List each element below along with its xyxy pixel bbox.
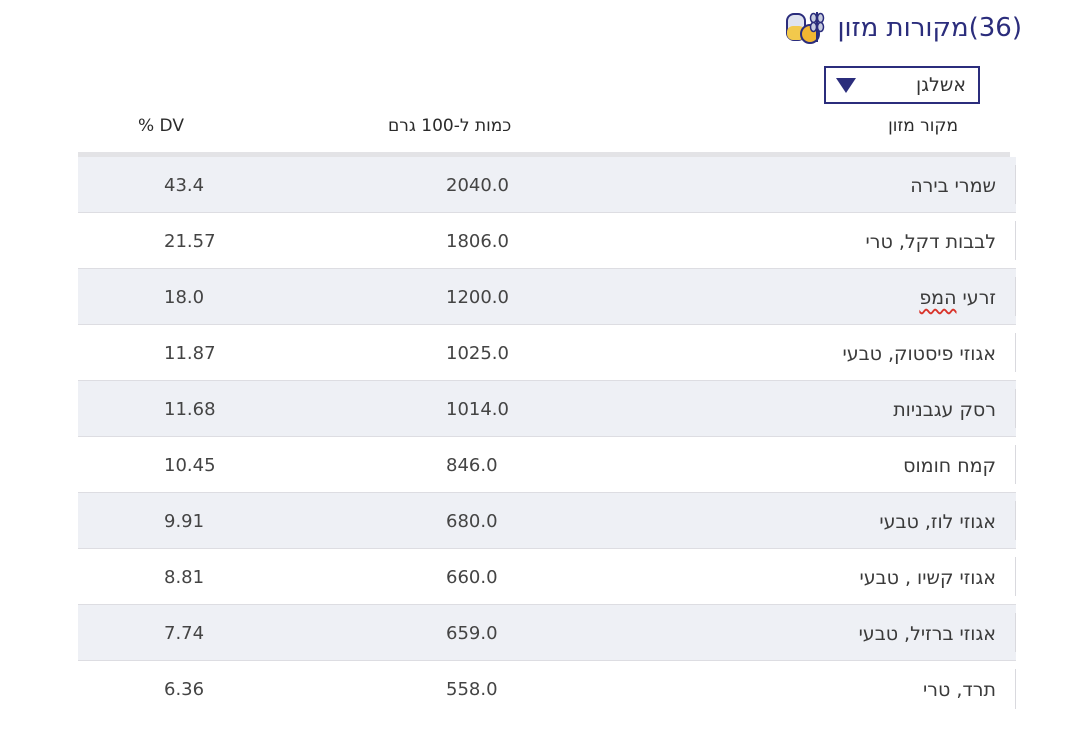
cell-dv: 9.91 [164, 511, 205, 532]
row-edge [1015, 501, 1016, 540]
cell-amount: 659.0 [446, 623, 498, 644]
column-header-source[interactable]: מקור מזון [888, 116, 958, 136]
cell-source: קמח חומוס [903, 455, 996, 477]
row-edge [1015, 389, 1016, 428]
cell-dv: 7.74 [164, 623, 205, 644]
cell-dv: 10.45 [164, 455, 216, 476]
row-edge [1015, 221, 1016, 260]
cell-amount: 680.0 [446, 511, 498, 532]
row-edge [1015, 613, 1016, 652]
cell-amount: 1200.0 [446, 287, 509, 308]
column-header-amount[interactable]: כמות ל-100 גרם [388, 116, 512, 136]
row-edge [1015, 277, 1016, 316]
cell-source: רסק עגבניות [893, 399, 996, 421]
column-header-dv[interactable]: % DV [138, 116, 184, 136]
food-sources-icon [786, 12, 825, 44]
row-edge [1015, 669, 1016, 709]
page-header: (36)מקורות מזון [783, 6, 1022, 50]
cell-source-word: זרעי [962, 287, 996, 309]
table-row[interactable]: 6.36 558.0 תרד, טרי [78, 661, 1016, 717]
table-row[interactable]: 10.45 846.0 קמח חומוס [78, 437, 1016, 493]
row-edge [1015, 165, 1016, 204]
page-title: (36)מקורות מזון [837, 13, 1022, 43]
table-row[interactable]: 43.4 2040.0 שמרי בירה [78, 157, 1016, 213]
cell-dv: 21.57 [164, 231, 216, 252]
cell-source-misspelled-word: המפ [919, 287, 957, 309]
cell-dv: 11.87 [164, 343, 216, 364]
cell-dv: 8.81 [164, 567, 205, 588]
table-row[interactable]: 11.68 1014.0 רסק עגבניות [78, 381, 1016, 437]
nutrient-select[interactable]: אשלגן [824, 66, 980, 104]
cell-source: שמרי בירה [910, 175, 996, 197]
cell-dv: 18.0 [164, 287, 205, 308]
cell-dv: 6.36 [164, 679, 205, 700]
cell-amount: 1025.0 [446, 343, 509, 364]
cell-source: אגוזי פיסטוק, טבעי [842, 343, 996, 365]
cell-amount: 846.0 [446, 455, 498, 476]
table-row[interactable]: 21.57 1806.0 לבבות דקל, טרי [78, 213, 1016, 269]
table-row[interactable]: 11.87 1025.0 אגוזי פיסטוק, טבעי [78, 325, 1016, 381]
table-row[interactable]: 8.81 660.0 אגוזי קשיו , טבעי [78, 549, 1016, 605]
chevron-down-icon[interactable] [836, 77, 856, 93]
table-row[interactable]: 9.91 680.0 אגוזי לוז, טבעי [78, 493, 1016, 549]
cell-amount: 1014.0 [446, 399, 509, 420]
cell-source: אגוזי לוז, טבעי [879, 511, 996, 533]
nutrient-select-value: אשלגן [916, 74, 966, 96]
cell-amount: 2040.0 [446, 175, 509, 196]
cell-amount: 1806.0 [446, 231, 509, 252]
row-edge [1015, 557, 1016, 596]
cell-source: לבבות דקל, טרי [865, 231, 997, 253]
cell-source: תרד, טרי [923, 679, 996, 701]
cell-source: אגוזי קשיו , טבעי [859, 567, 996, 589]
header-divider [78, 152, 1010, 157]
table-row[interactable]: 7.74 659.0 אגוזי ברזיל, טבעי [78, 605, 1016, 661]
cell-amount: 558.0 [446, 679, 498, 700]
cell-source: אגוזי ברזיל, טבעי [858, 623, 996, 645]
cell-source: זרעי המפ [919, 269, 996, 324]
cell-dv: 43.4 [164, 175, 205, 196]
row-edge [1015, 333, 1016, 372]
table-row[interactable]: 18.0 1200.0 זרעי המפ [78, 269, 1016, 325]
cell-dv: 11.68 [164, 399, 216, 420]
food-table: 43.4 2040.0 שמרי בירה 21.57 1806.0 לבבות… [78, 157, 1016, 717]
row-edge [1015, 445, 1016, 484]
cell-amount: 660.0 [446, 567, 498, 588]
